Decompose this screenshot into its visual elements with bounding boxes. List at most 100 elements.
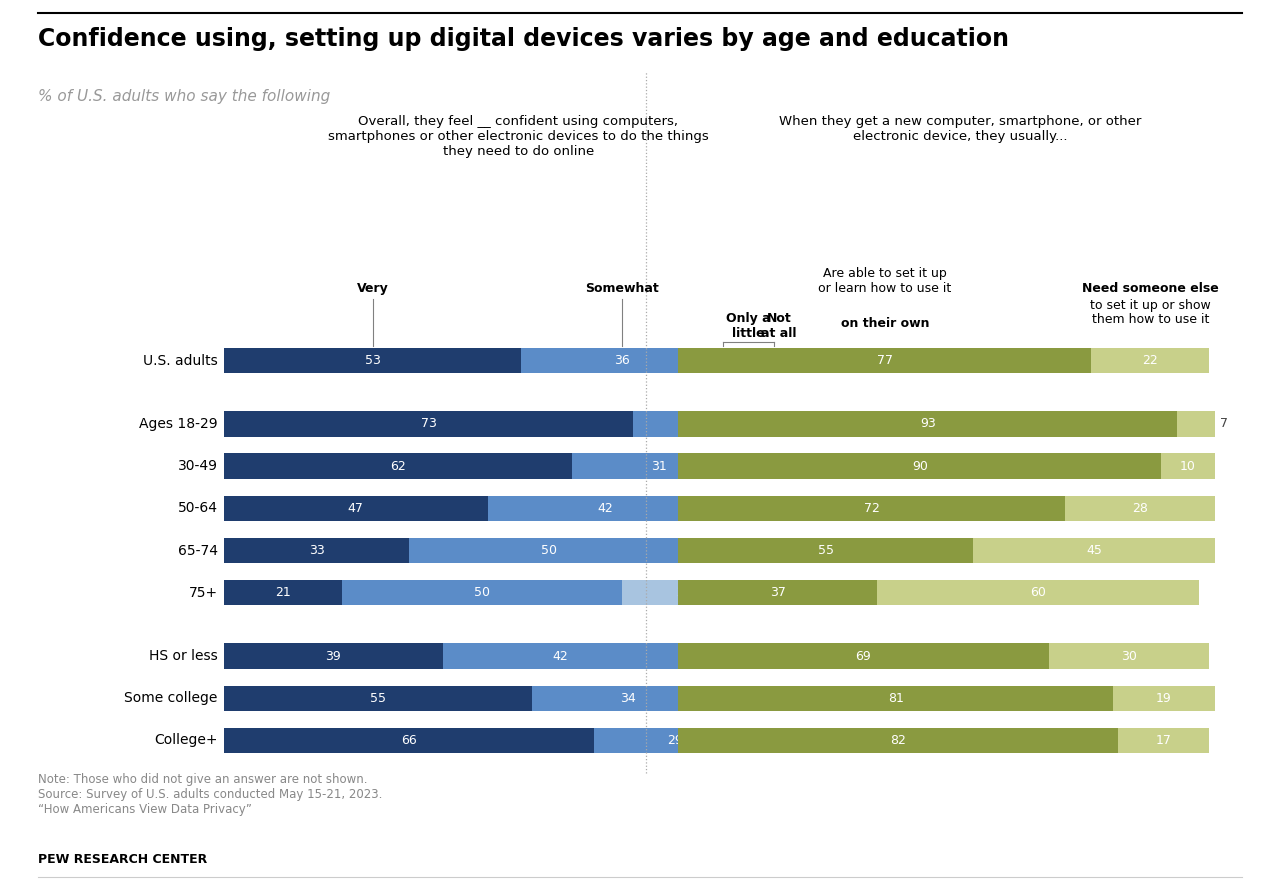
Text: 2: 2 [790,502,799,515]
Bar [745,454,780,479]
Bar [780,454,785,479]
Text: 82: 82 [891,734,906,747]
Text: 55: 55 [370,692,387,705]
Text: 34: 34 [620,692,636,705]
Bar [224,686,532,711]
Bar [224,644,443,669]
Text: Note: Those who did not give an answer are not shown.
Source: Survey of U.S. adu: Note: Those who did not give an answer a… [38,773,383,815]
Bar [723,686,768,711]
Bar [678,580,877,606]
Text: 37: 37 [769,586,786,599]
Text: % of U.S. adults who say the following: % of U.S. adults who say the following [38,89,330,104]
Text: 69: 69 [855,649,872,662]
Text: 75+: 75+ [188,586,218,599]
Text: 53: 53 [365,354,380,367]
Text: 20: 20 [681,417,698,431]
Text: 47: 47 [348,502,364,515]
Text: 30: 30 [1121,649,1137,662]
Text: 81: 81 [888,692,904,705]
Text: 55: 55 [818,544,833,557]
Text: 28: 28 [1132,502,1148,515]
Text: 1: 1 [790,417,799,431]
Bar [763,538,785,563]
Text: 66: 66 [401,734,417,747]
Text: College+: College+ [154,733,218,748]
Bar [224,411,634,437]
Bar [224,348,521,373]
Text: 10: 10 [1180,460,1196,472]
Bar [745,580,785,606]
Bar [780,728,785,753]
Bar [1161,454,1215,479]
Text: 73: 73 [421,417,436,431]
Text: 77: 77 [877,354,893,367]
Text: Only a
little: Only a little [726,312,771,340]
Text: 7: 7 [762,586,769,599]
Bar [678,686,1112,711]
Text: 17: 17 [1156,734,1171,747]
Text: 9: 9 [745,354,753,367]
Bar [780,411,785,437]
Bar [745,411,780,437]
Text: HS or less: HS or less [148,649,218,663]
Bar [1065,496,1215,521]
Text: Ages 18-29: Ages 18-29 [140,417,218,431]
Bar [572,454,745,479]
Bar [1178,411,1215,437]
Text: 62: 62 [390,460,406,472]
Text: 2: 2 [785,692,792,705]
Bar [224,454,572,479]
Bar [877,580,1198,606]
Text: 21: 21 [275,586,291,599]
Text: Somewhat: Somewhat [585,281,659,295]
Text: 65-74: 65-74 [178,543,218,558]
Text: 50: 50 [474,586,490,599]
Text: 33: 33 [308,544,324,557]
Text: 30-49: 30-49 [178,459,218,473]
Bar [1112,686,1215,711]
Bar [678,454,1161,479]
Text: 29: 29 [668,734,684,747]
Text: 22: 22 [1143,354,1158,367]
Text: Are able to set it up
or learn how to use it: Are able to set it up or learn how to us… [818,266,951,295]
Bar [410,538,690,563]
Bar [773,348,785,373]
Bar [768,686,780,711]
Bar [342,580,622,606]
Text: on their own: on their own [841,317,929,330]
Bar [594,728,756,753]
Bar [678,411,1178,437]
Bar [622,580,745,606]
Text: 6: 6 [758,460,767,472]
Bar [690,538,763,563]
Text: 72: 72 [864,502,879,515]
Text: 45: 45 [1087,544,1102,557]
Bar [756,728,780,753]
Text: 4: 4 [785,649,792,662]
Bar [678,496,1065,521]
Text: 42: 42 [598,502,613,515]
Bar [224,496,488,521]
Text: 4: 4 [785,734,792,747]
Text: 1: 1 [790,734,799,747]
Text: U.S. adults: U.S. adults [143,353,218,368]
Text: 90: 90 [911,460,928,472]
Text: Confidence using, setting up digital devices varies by age and education: Confidence using, setting up digital dev… [38,27,1010,51]
Bar [678,644,756,669]
Bar [678,538,973,563]
Text: Overall, they feel __ confident using computers,
smartphones or other electronic: Overall, they feel __ confident using co… [328,115,709,158]
Bar [1119,728,1210,753]
Text: 36: 36 [614,354,630,367]
Text: 22: 22 [676,586,691,599]
Bar [773,496,785,521]
Bar [443,644,678,669]
Text: Not
at all: Not at all [762,312,797,340]
Text: 50-64: 50-64 [178,502,218,515]
Bar [634,411,745,437]
Bar [224,538,410,563]
Bar [224,580,342,606]
Text: 93: 93 [920,417,936,431]
Text: 31: 31 [650,460,667,472]
Text: Some college: Some college [124,691,218,705]
Text: PEW RESEARCH CENTER: PEW RESEARCH CENTER [38,852,207,866]
